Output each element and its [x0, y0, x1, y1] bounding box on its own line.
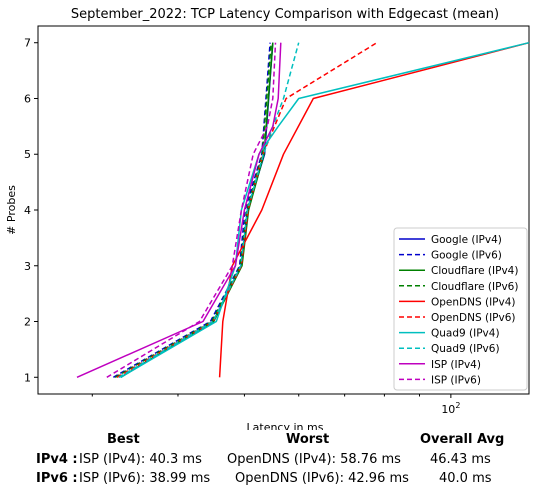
y-tick-label: 5 — [24, 148, 31, 161]
legend-entry: Google (IPv6) — [431, 250, 502, 262]
y-tick-label: 4 — [24, 204, 31, 217]
summary-row-ipv4-avg: 46.43 ms — [430, 452, 491, 467]
y-axis-label: # Probes — [5, 185, 18, 235]
summary-row-ipv6-best: ISP (IPv6): 38.99 ms — [79, 471, 210, 486]
y-tick-label: 1 — [24, 371, 31, 384]
series-line-google-ipv4 — [121, 43, 273, 378]
latency-chart: September_2022: TCP Latency Comparison w… — [0, 0, 541, 430]
legend-entry: Cloudflare (IPv6) — [431, 281, 518, 293]
series-line-isp-ipv4 — [77, 43, 281, 378]
summary-row-ipv4-label: IPv4 : — [36, 452, 78, 467]
chart-title: September_2022: TCP Latency Comparison w… — [71, 7, 499, 22]
series-line-isp-ipv6 — [107, 43, 276, 378]
summary-row-ipv6-worst: OpenDNS (IPv6): 42.96 ms — [235, 471, 409, 486]
summary-header-avg: Overall Avg — [420, 432, 504, 447]
legend-entry: Cloudflare (IPv4) — [431, 265, 518, 277]
legend-entry: Quad9 (IPv6) — [431, 343, 500, 355]
summary-row-ipv6-label: IPv6 : — [36, 471, 78, 486]
y-tick-label: 3 — [24, 260, 31, 273]
series-line-cloudflare-ipv4 — [121, 43, 273, 378]
legend-entry: Quad9 (IPv4) — [431, 328, 500, 340]
summary-row-ipv6-avg: 40.0 ms — [439, 471, 492, 486]
x-tick-label: 102 — [441, 401, 460, 416]
legend-entry: OpenDNS (IPv6) — [431, 312, 516, 324]
series-line-quad9-ipv6 — [119, 43, 299, 378]
legend: Google (IPv4) Google (IPv6) Cloudflare (IP… — [394, 228, 527, 390]
summary-header-worst: Worst — [286, 432, 329, 447]
legend-entry: ISP (IPv4) — [431, 359, 481, 371]
y-tick-label: 7 — [24, 37, 31, 50]
legend-entry: ISP (IPv6) — [431, 374, 481, 386]
y-tick-label: 6 — [24, 92, 31, 105]
summary-row-ipv4-worst: OpenDNS (IPv4): 58.76 ms — [227, 452, 401, 467]
summary-row-ipv4-best: ISP (IPv4): 40.3 ms — [79, 452, 202, 467]
summary-table: Best Worst Overall Avg IPv4 : ISP (IPv4)… — [0, 428, 541, 496]
legend-entry: OpenDNS (IPv4) — [431, 296, 516, 308]
legend-entry: Google (IPv4) — [431, 234, 502, 246]
y-tick-label: 2 — [24, 316, 31, 329]
summary-header-best: Best — [107, 432, 140, 447]
